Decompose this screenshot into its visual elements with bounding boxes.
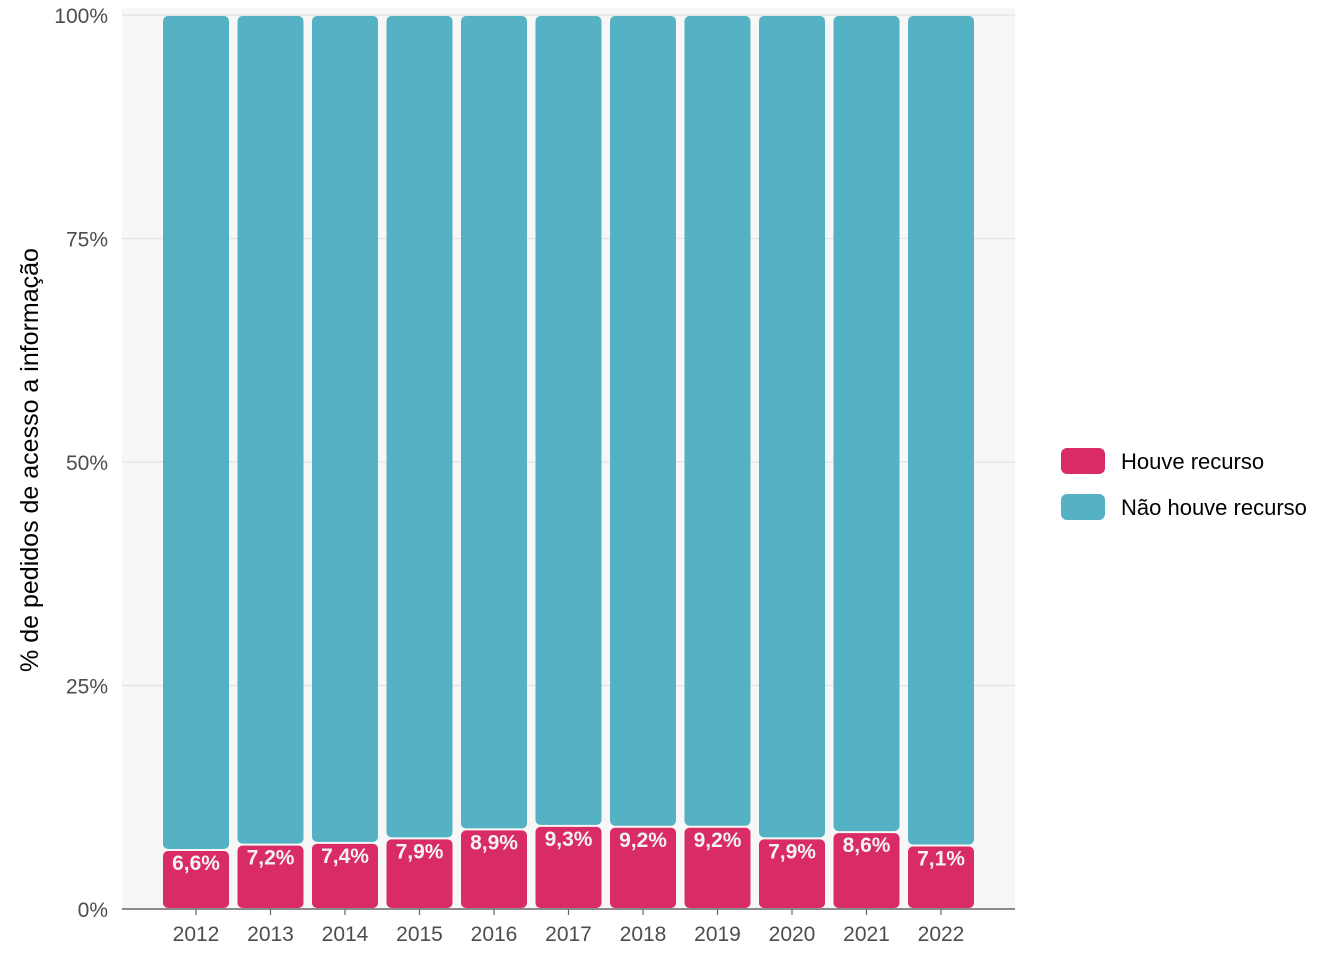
- bar-segment-houve-recurso-2018: [610, 827, 676, 908]
- x-tick-label-2021: 2021: [843, 923, 890, 946]
- bar-segment-houve-recurso-2017: [535, 826, 602, 908]
- legend-swatch: [1061, 448, 1105, 474]
- bar-segment-nao-houve-recurso-2019: [684, 16, 751, 826]
- y-axis-label: % de pedidos de acesso a informação: [16, 248, 44, 672]
- data-labels: 6,6% 7,2% 7,4% 7,9% 8,9% 9,3% 9,2% 9,2% 7,9% 8,6%…: [172, 828, 965, 875]
- bar-segment-nao-houve-recurso-2022: [908, 16, 974, 845]
- x-tick-label-2013: 2013: [247, 923, 294, 946]
- legend: Houve recurso Não houve recurso: [1061, 448, 1307, 520]
- data-label-2013: 7,2%: [247, 847, 295, 870]
- x-tick-label-2015: 2015: [396, 923, 443, 946]
- bar-group-2014: [312, 16, 378, 908]
- x-tick-label-2018: 2018: [620, 923, 667, 946]
- y-tick-label: 25%: [66, 676, 108, 699]
- bar-segment-nao-houve-recurso-2021: [833, 16, 900, 832]
- data-label-2014: 7,4%: [321, 845, 369, 868]
- x-tick-label-2012: 2012: [173, 923, 220, 946]
- legend-item-houve-recurso: Houve recurso: [1061, 448, 1264, 474]
- bar-group-2015: [386, 16, 453, 908]
- bar-segment-nao-houve-recurso-2017: [535, 16, 602, 825]
- bar-segment-nao-houve-recurso-2018: [610, 16, 676, 826]
- bar-segment-nao-houve-recurso-2012: [163, 16, 229, 849]
- bar-group-2020: [759, 16, 825, 908]
- y-tick-label: 50%: [66, 452, 108, 475]
- legend-label: Não houve recurso: [1121, 495, 1307, 520]
- bar-group-2021: [833, 16, 900, 908]
- y-tick-label: 100%: [54, 5, 108, 28]
- data-label-2022: 7,1%: [917, 848, 965, 871]
- bar-segment-houve-recurso-2021: [833, 833, 900, 908]
- bar-group-2016: [461, 16, 527, 908]
- bar-segment-nao-houve-recurso-2020: [759, 16, 825, 838]
- bar-group-2013: [237, 16, 304, 908]
- bar-group-2012: [163, 16, 229, 908]
- bar-segment-nao-houve-recurso-2013: [237, 16, 304, 844]
- bar-segment-houve-recurso-2013: [237, 845, 304, 908]
- bar-segment-houve-recurso-2020: [759, 839, 825, 908]
- legend-label: Houve recurso: [1121, 449, 1264, 474]
- data-label-2020: 7,9%: [768, 840, 816, 863]
- bar-segment-nao-houve-recurso-2016: [461, 16, 527, 829]
- bar-segment-houve-recurso-2012: [163, 850, 229, 908]
- bar-group-2017: [535, 16, 602, 908]
- x-tick-label-2014: 2014: [322, 923, 369, 946]
- bar-segment-houve-recurso-2019: [684, 827, 751, 908]
- y-tick-label: 0%: [78, 899, 108, 922]
- bar-segment-houve-recurso-2016: [461, 830, 527, 908]
- x-tick-label-2022: 2022: [918, 923, 965, 946]
- bar-segment-houve-recurso-2015: [386, 839, 453, 908]
- bar-group-2019: [684, 16, 751, 908]
- bar-segment-houve-recurso-2022: [908, 846, 974, 908]
- bar-group-2018: [610, 16, 676, 908]
- data-label-2015: 7,9%: [396, 840, 444, 863]
- x-tick-label-2016: 2016: [471, 923, 518, 946]
- data-label-2017: 9,3%: [545, 828, 593, 851]
- bar-group-2022: [908, 16, 974, 908]
- y-tick-label: 75%: [66, 229, 108, 252]
- bar-segment-houve-recurso-2014: [312, 843, 378, 908]
- x-axis-ticks: 2012 2013 2014 2015 2016 2017 2018 2019 2020 2021…: [173, 909, 965, 946]
- legend-item-nao-houve-recurso: Não houve recurso: [1061, 494, 1307, 520]
- bars: [163, 16, 974, 908]
- data-label-2021: 8,6%: [843, 834, 891, 857]
- bar-segment-nao-houve-recurso-2014: [312, 16, 378, 842]
- bar-segment-nao-houve-recurso-2015: [386, 16, 453, 838]
- x-tick-label-2019: 2019: [694, 923, 741, 946]
- legend-swatch: [1061, 494, 1105, 520]
- data-label-2019: 9,2%: [694, 829, 742, 852]
- data-label-2016: 8,9%: [470, 831, 518, 854]
- x-tick-label-2020: 2020: [769, 923, 816, 946]
- data-label-2018: 9,2%: [619, 829, 667, 852]
- y-axis-ticks: 0% 25% 50% 75% 100%: [54, 5, 108, 922]
- x-tick-label-2017: 2017: [545, 923, 592, 946]
- data-label-2012: 6,6%: [172, 852, 220, 875]
